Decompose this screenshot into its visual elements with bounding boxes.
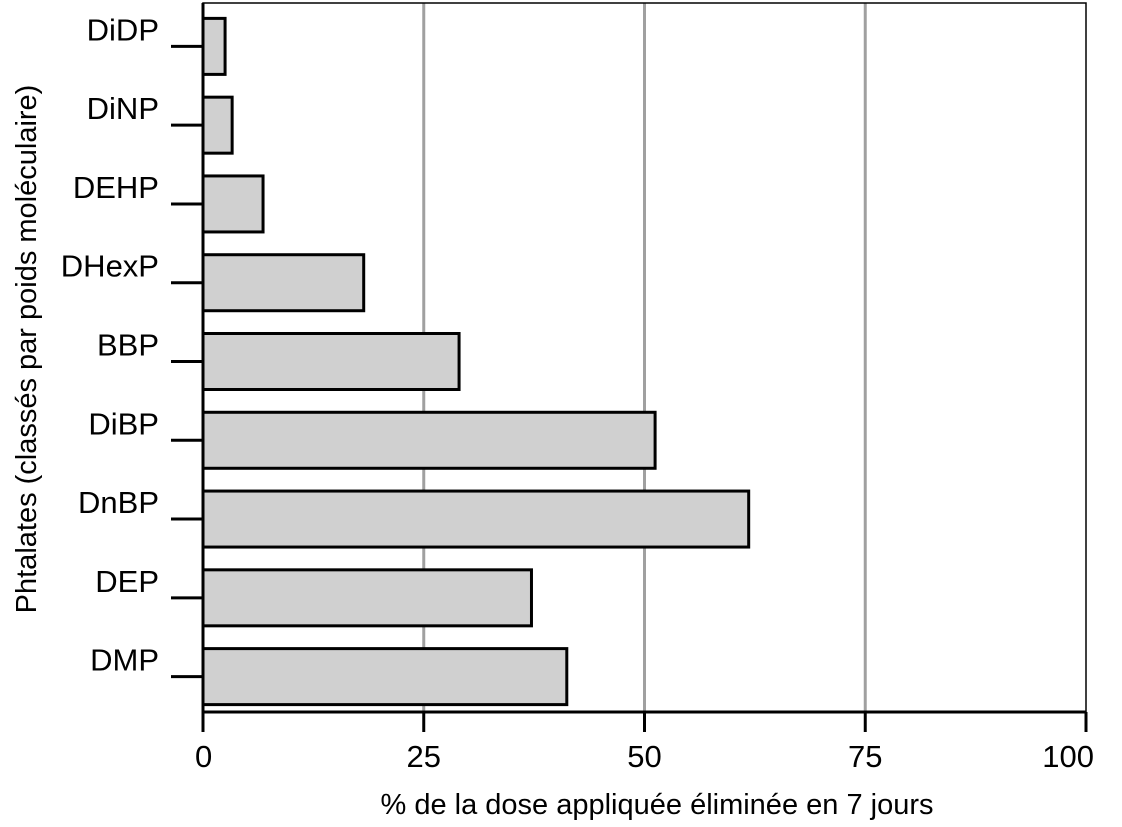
y-tick-label-dinp: DiNP [87, 91, 159, 126]
x-axis-ticks: 0 25 50 75 100 [195, 712, 1094, 774]
x-tick-label-0: 0 [195, 739, 212, 774]
bar-bbp [201, 332, 461, 391]
bar-dnbp [201, 489, 751, 549]
x-tick-label-50: 50 [627, 739, 661, 774]
x-axis-title: % de la dose appliquée éliminée en 7 jou… [381, 789, 934, 821]
x-tick-label-25: 25 [407, 739, 441, 774]
bar-dhexp [201, 253, 366, 313]
y-tick-label-dep: DEP [95, 564, 159, 599]
bar-dibp [201, 410, 657, 470]
y-tick-label-didp: DiDP [87, 12, 159, 47]
y-tick-label-dehp: DEHP [73, 170, 159, 205]
bar-dinp [201, 95, 234, 155]
bar-dehp [201, 174, 265, 234]
y-tick-label-dnbp: DnBP [78, 485, 159, 520]
x-tick-label-100: 100 [1042, 739, 1094, 774]
bars [201, 16, 751, 707]
bar-dmp [201, 647, 569, 707]
y-tick-label-bbp: BBP [97, 328, 159, 363]
y-axis-ticks: DiDP DiNP DEHP DHexP BBP DiBP DnBP DEP DMP [61, 12, 203, 679]
x-tick-label-75: 75 [848, 739, 882, 774]
y-tick-label-dhexp: DHexP [61, 249, 159, 284]
y-tick-label-dmp: DMP [90, 643, 159, 678]
bar-dep [201, 568, 533, 628]
y-tick-label-dibp: DiBP [88, 406, 159, 441]
bar-didp [201, 16, 227, 76]
y-axis-title: Phtalates (classés par poids moléculaire… [11, 85, 43, 614]
